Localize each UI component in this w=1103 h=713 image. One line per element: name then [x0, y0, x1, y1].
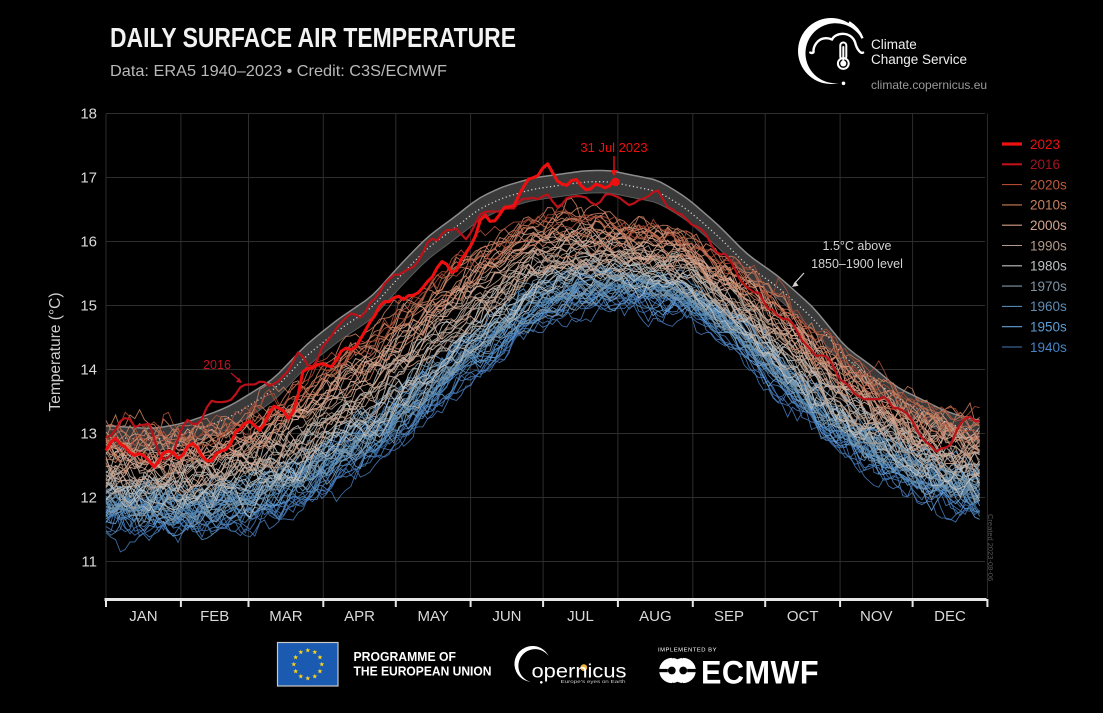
svg-text:PROGRAMME OF: PROGRAMME OF — [354, 649, 457, 664]
svg-text:MAR: MAR — [269, 608, 303, 625]
svg-text:2023: 2023 — [1030, 137, 1060, 152]
svg-text:18: 18 — [80, 106, 97, 123]
svg-text:FEB: FEB — [200, 608, 229, 625]
svg-text:1940s: 1940s — [1030, 340, 1067, 355]
svg-text:1990s: 1990s — [1030, 238, 1067, 253]
svg-text:OCT: OCT — [787, 608, 819, 625]
svg-text:1970s: 1970s — [1030, 279, 1067, 294]
svg-text:1960s: 1960s — [1030, 299, 1067, 314]
svg-text:11: 11 — [81, 554, 97, 571]
svg-text:2020s: 2020s — [1030, 177, 1067, 192]
svg-text:2010s: 2010s — [1030, 198, 1067, 213]
svg-text:1850–1900 level: 1850–1900 level — [811, 257, 903, 271]
svg-text:2016: 2016 — [203, 358, 231, 372]
svg-text:climate.copernicus.eu: climate.copernicus.eu — [871, 78, 987, 92]
svg-text:Temperature (°C): Temperature (°C) — [47, 292, 64, 411]
svg-text:DAILY SURFACE AIR TEMPERATURE: DAILY SURFACE AIR TEMPERATURE — [110, 22, 516, 53]
svg-text:31 Jul 2023: 31 Jul 2023 — [580, 140, 647, 155]
svg-text:JUN: JUN — [492, 608, 521, 625]
svg-text:DEC: DEC — [934, 608, 966, 625]
svg-text:12: 12 — [80, 490, 97, 507]
svg-text:Created 2023-08-06: Created 2023-08-06 — [986, 514, 995, 581]
svg-text:THE EUROPEAN UNION: THE EUROPEAN UNION — [354, 664, 492, 679]
svg-text:17: 17 — [80, 170, 97, 187]
svg-text:opernicus: opernicus — [532, 661, 627, 683]
svg-text:APR: APR — [344, 608, 375, 625]
svg-text:Europe’s eyes on Earth: Europe’s eyes on Earth — [561, 679, 626, 685]
svg-text:MAY: MAY — [417, 608, 448, 625]
svg-text:14: 14 — [80, 362, 97, 379]
svg-text:Climate: Climate — [871, 37, 917, 52]
svg-text:Data: ERA5 1940–2023 • Credit:: Data: ERA5 1940–2023 • Credit: C3S/ECMWF — [110, 63, 447, 80]
svg-text:NOV: NOV — [860, 608, 893, 625]
svg-text:AUG: AUG — [639, 608, 672, 625]
svg-text:16: 16 — [80, 234, 97, 251]
svg-text:JUL: JUL — [567, 608, 594, 625]
svg-text:Change Service: Change Service — [871, 52, 967, 67]
svg-text:2000s: 2000s — [1030, 218, 1067, 233]
svg-text:JAN: JAN — [129, 608, 157, 625]
svg-text:13: 13 — [80, 426, 97, 443]
svg-text:SEP: SEP — [714, 608, 744, 625]
svg-text:1980s: 1980s — [1030, 259, 1067, 274]
svg-text:IMPLEMENTED BY: IMPLEMENTED BY — [658, 648, 717, 654]
svg-text:1.5°C above: 1.5°C above — [823, 239, 892, 253]
svg-text:15: 15 — [80, 298, 97, 315]
svg-text:2016: 2016 — [1030, 157, 1060, 172]
svg-text:1950s: 1950s — [1030, 320, 1067, 335]
svg-text:ECMWF: ECMWF — [701, 655, 819, 691]
